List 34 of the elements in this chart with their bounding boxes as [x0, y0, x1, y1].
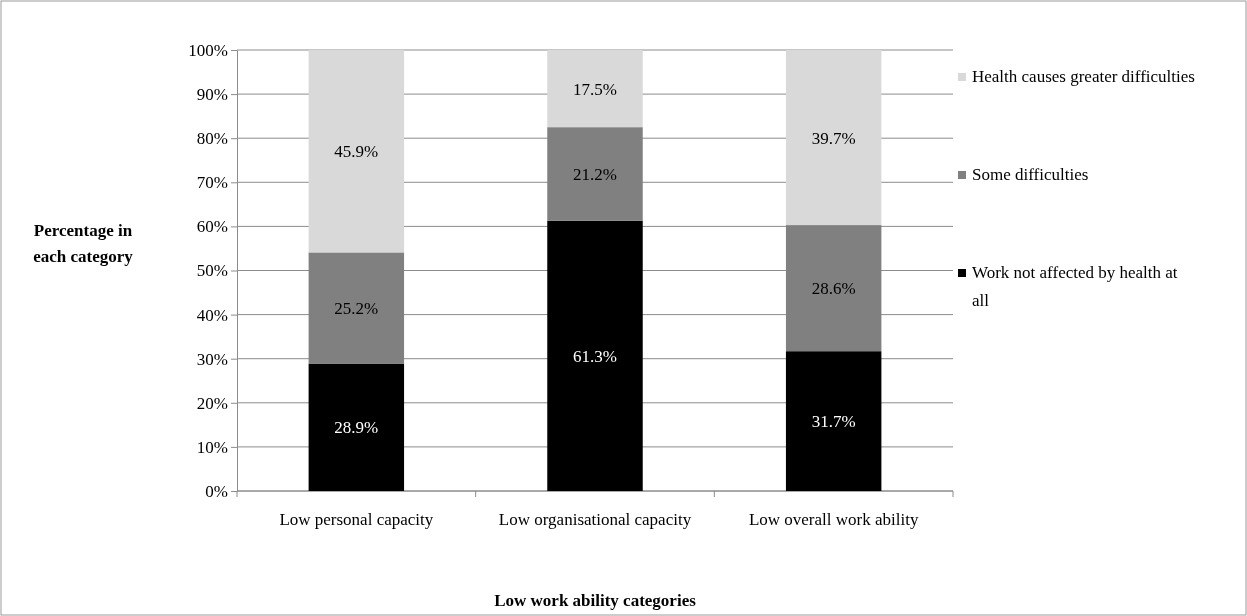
data-label: 17.5%: [573, 79, 617, 99]
bar: [785, 50, 882, 226]
y-tick-label: 10%: [196, 437, 228, 457]
y-tick-label: 70%: [196, 173, 228, 193]
bar: [547, 220, 643, 491]
y-tick-label: 40%: [196, 305, 228, 325]
y-tick-label: 100%: [188, 40, 228, 60]
y-tick-label: 0%: [205, 481, 228, 501]
legend-label: Health causes greater difficulties: [972, 67, 1195, 86]
legend-label: Work not affected by health at all: [972, 263, 1178, 310]
x-tick-label: Low organisational capacity: [498, 510, 692, 529]
bar: [785, 351, 882, 491]
data-label: 61.3%: [573, 346, 617, 366]
legend-label: Some difficulties: [972, 165, 1089, 184]
y-tick-label: 80%: [196, 129, 228, 149]
data-label: 31.7%: [811, 412, 856, 432]
bar: [547, 50, 643, 128]
data-label: 39.7%: [811, 128, 856, 148]
y-axis-title: Percentage in each category: [33, 221, 134, 266]
y-tick-label: 20%: [196, 393, 228, 413]
bar: [308, 363, 405, 491]
data-label: 45.9%: [334, 142, 379, 162]
data-label: 25.2%: [334, 298, 379, 318]
x-tick-label: Low overall work ability: [748, 510, 919, 529]
y-tick-label: 50%: [196, 261, 228, 281]
x-axis-title: Low work ability categories: [494, 591, 697, 610]
bar: [308, 50, 405, 253]
data-label: 28.9%: [334, 418, 379, 438]
y-tick-label: 90%: [196, 85, 228, 105]
data-label: 28.6%: [811, 279, 856, 299]
y-tick-label: 30%: [196, 349, 228, 369]
y-tick-label: 60%: [196, 217, 228, 237]
data-label: 21.2%: [573, 164, 617, 184]
x-tick-label: Low personal capacity: [279, 510, 434, 529]
